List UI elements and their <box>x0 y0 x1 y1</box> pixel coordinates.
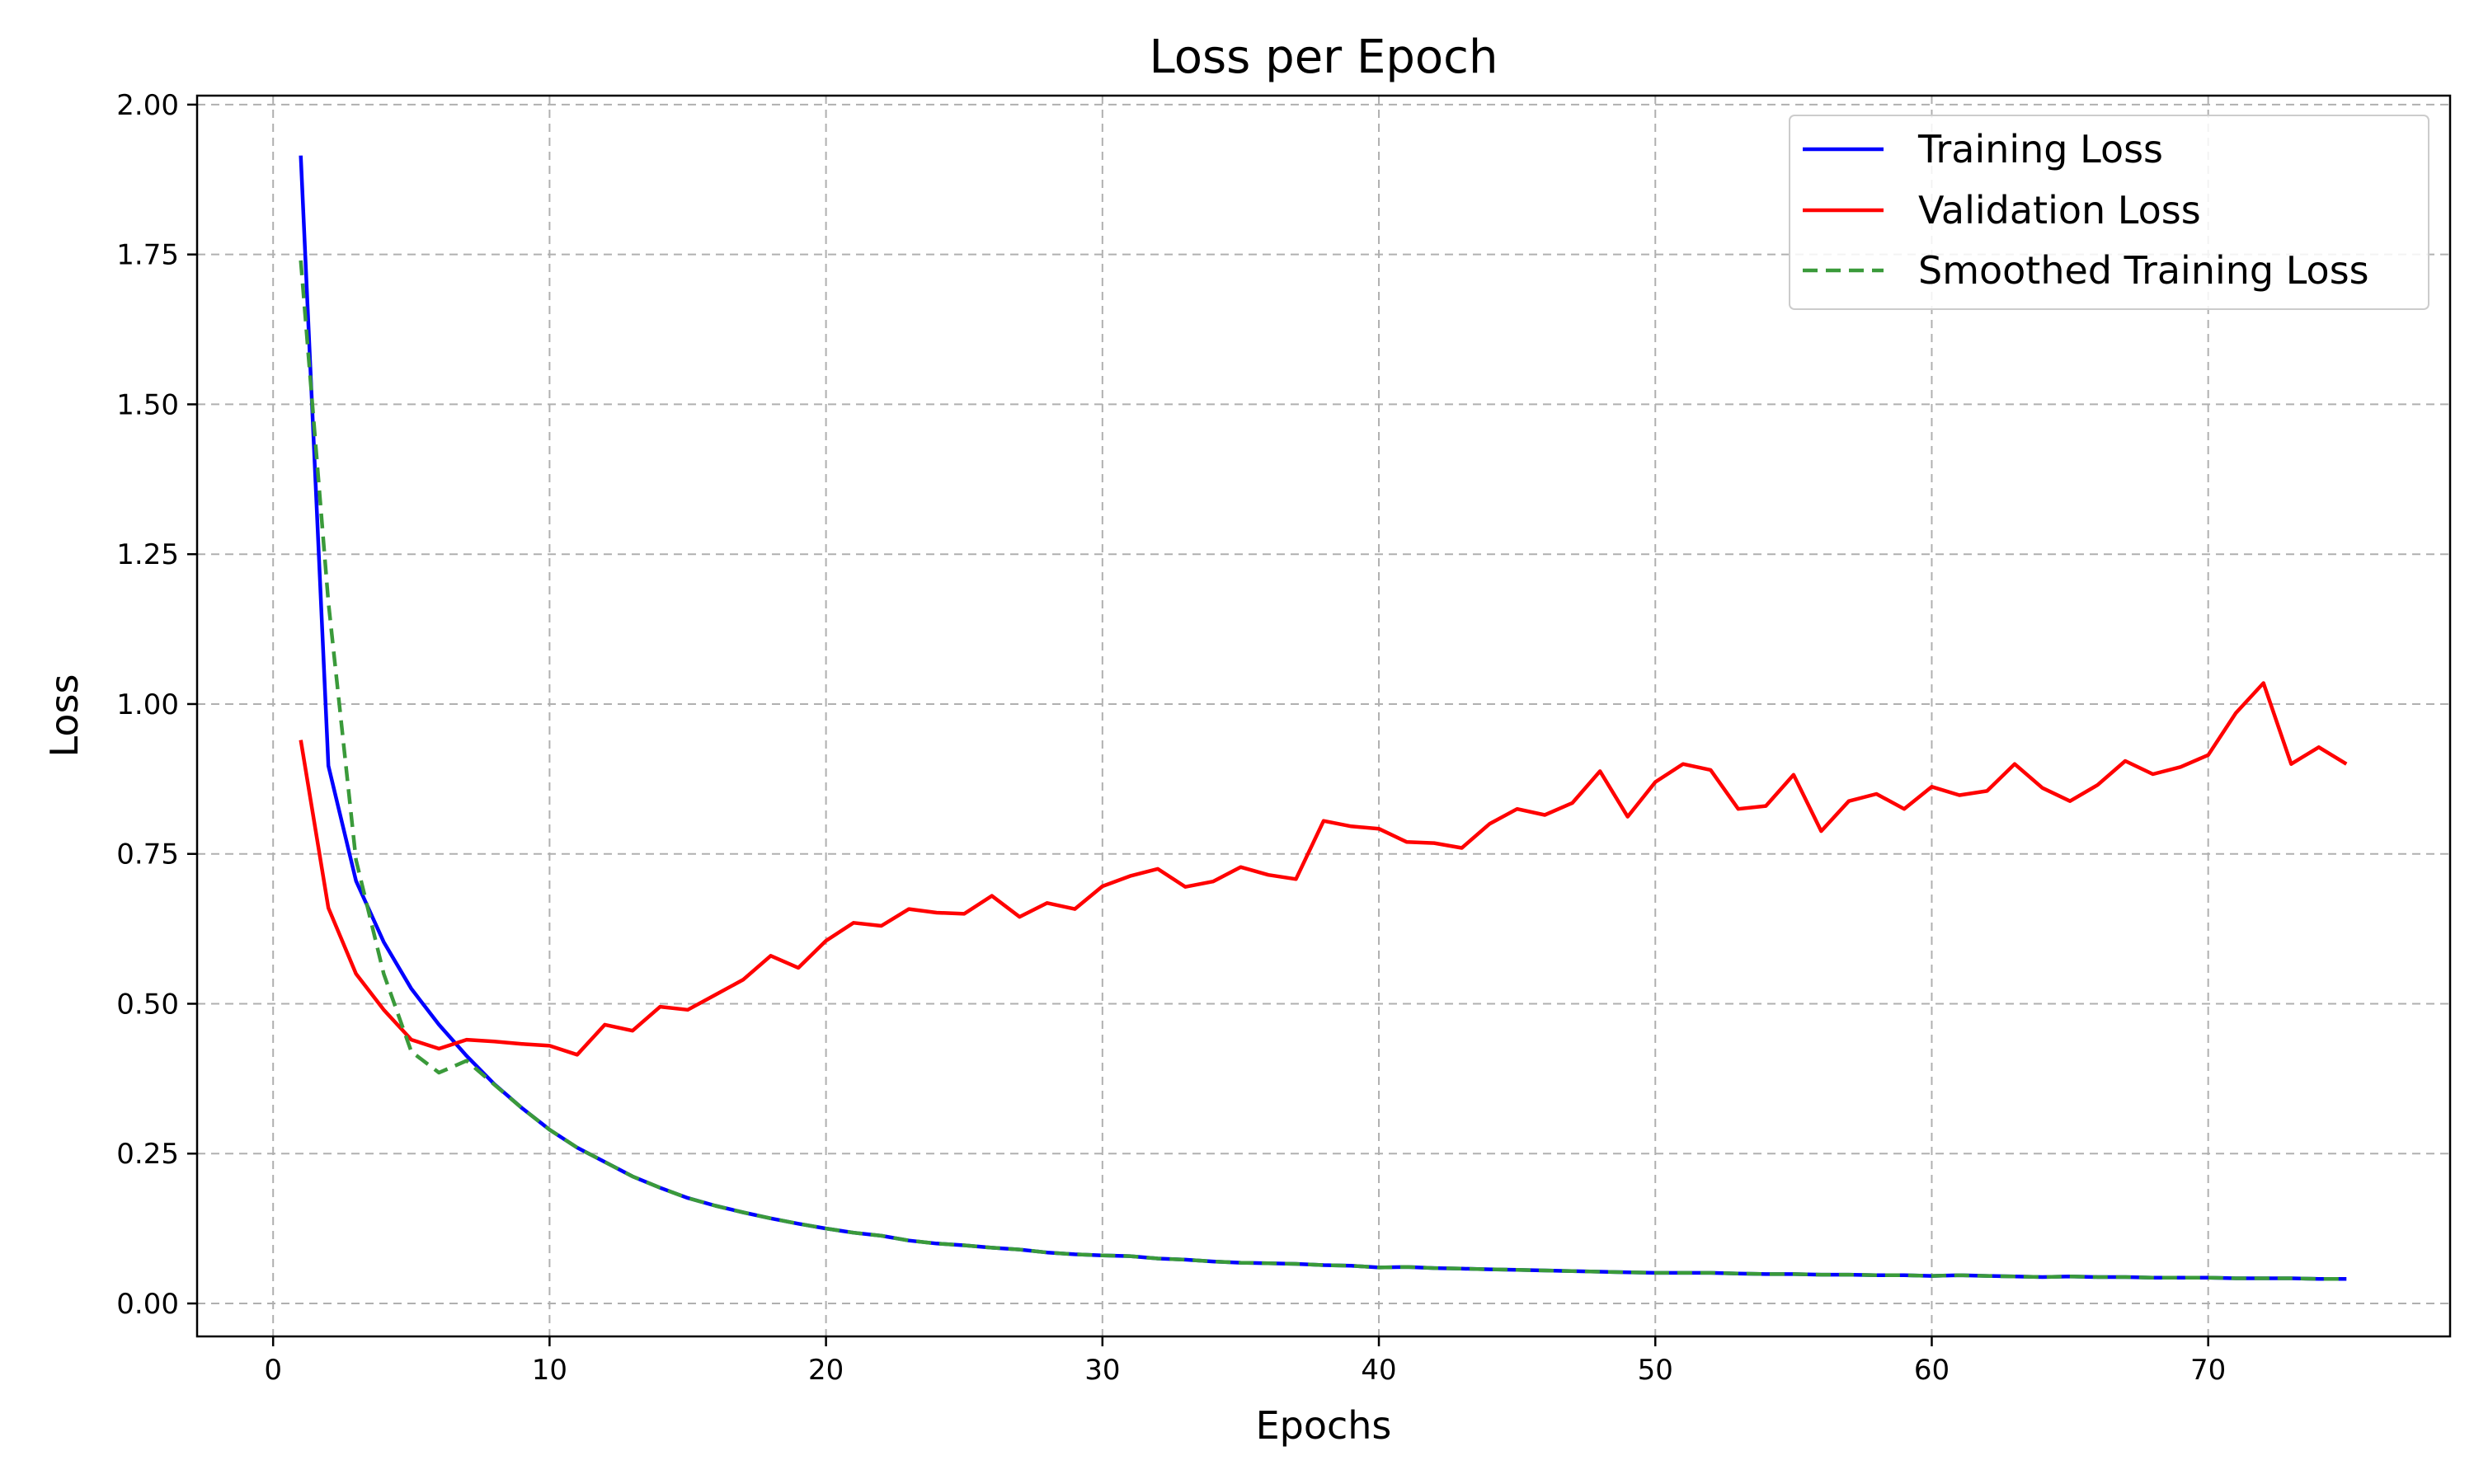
validation-loss-line <box>299 681 2348 1057</box>
x-tick-label: 20 <box>808 1354 844 1387</box>
x-tick-label: 0 <box>264 1354 282 1387</box>
y-tick-label: 0.25 <box>116 1138 179 1171</box>
legend-box <box>1789 115 2429 310</box>
y-tick-label: 1.00 <box>116 688 179 721</box>
y-tick-label: 2.00 <box>116 89 179 122</box>
x-axis-ticks: 0 10 20 30 40 50 60 70 <box>264 1336 2226 1387</box>
y-tick-label: 1.75 <box>116 239 179 272</box>
y-axis-title: Loss <box>42 674 87 758</box>
x-tick-label: 70 <box>2190 1354 2226 1387</box>
x-tick-label: 40 <box>1361 1354 1396 1387</box>
x-axis-title: Epochs <box>1256 1403 1392 1448</box>
smoothed-training-loss-line <box>299 260 2347 1281</box>
legend-label-smoothed: Smoothed Training Loss <box>1918 248 2369 293</box>
y-tick-label: 1.50 <box>116 388 179 421</box>
x-tick-label: 30 <box>1084 1354 1120 1387</box>
grid-lines <box>197 96 2450 1336</box>
x-tick-label: 60 <box>1914 1354 1950 1387</box>
y-axis-ticks: 0.00 0.25 0.50 0.75 1.00 1.25 1.50 1.75 2.00 <box>116 89 197 1321</box>
legend-label-validation: Validation Loss <box>1918 188 2201 232</box>
x-tick-label: 50 <box>1638 1354 1673 1387</box>
plot-frame <box>195 94 2452 1338</box>
legend: Training Loss Validation Loss Smoothed T… <box>1789 115 2429 310</box>
y-tick-label: 0.75 <box>116 838 179 871</box>
x-tick-label: 10 <box>532 1354 567 1387</box>
y-tick-label: 0.00 <box>116 1288 179 1321</box>
y-tick-label: 0.50 <box>116 988 179 1021</box>
series-lines <box>299 155 2348 1281</box>
y-tick-label: 1.25 <box>116 538 179 571</box>
chart-title: Loss per Epoch <box>1150 31 1498 84</box>
legend-label-training: Training Loss <box>1917 127 2163 171</box>
